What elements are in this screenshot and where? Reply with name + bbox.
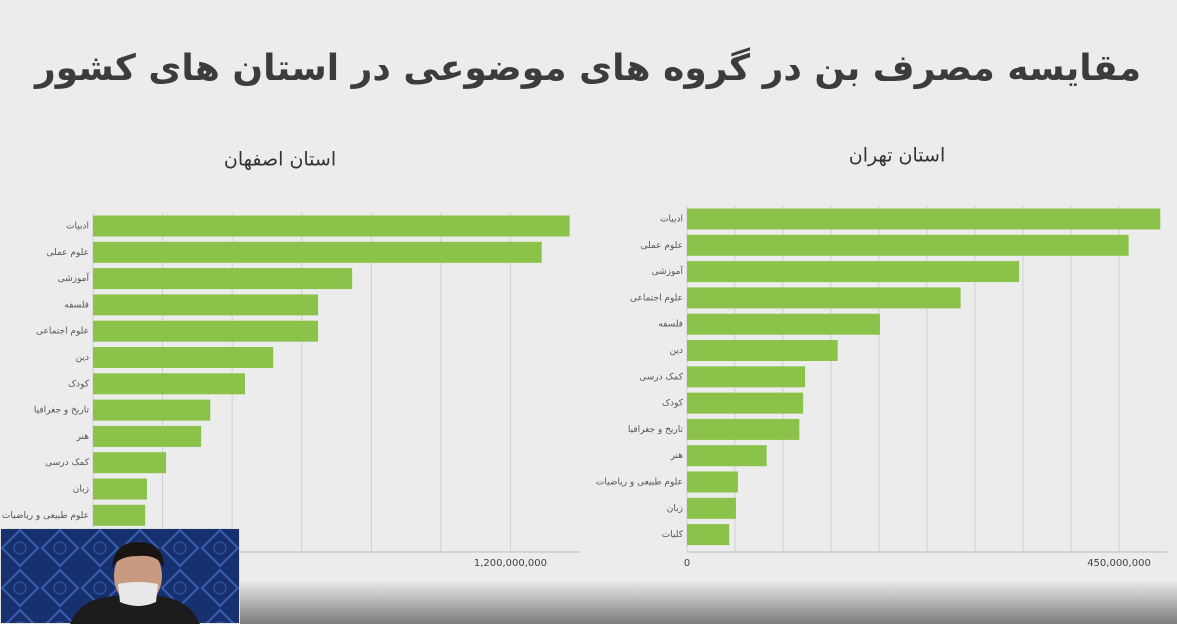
category-label: علوم طبیعی و ریاضیات	[2, 511, 89, 521]
x-tick-label: 0	[684, 558, 690, 569]
category-label: آموزشی	[58, 272, 90, 284]
bar	[687, 340, 838, 361]
category-label: زبان	[667, 504, 683, 514]
category-label: ادبیات	[660, 215, 683, 225]
category-label: علوم طبیعی و ریاضیات	[596, 478, 683, 488]
bar	[687, 208, 1161, 230]
category-label: کمک درسی	[639, 372, 684, 382]
category-label: کمک درسی	[45, 458, 90, 468]
category-label: علوم اجتماعی	[630, 293, 683, 303]
bar	[93, 504, 146, 526]
category-label: فلسفه	[64, 300, 89, 310]
bar	[93, 347, 274, 368]
category-label: تاریخ و جغرافیا	[34, 406, 90, 416]
bar	[687, 524, 730, 546]
category-label: زبان	[73, 485, 89, 495]
bar	[687, 497, 736, 519]
bar	[93, 478, 147, 500]
bar	[687, 445, 767, 467]
category-label: فلسفه	[658, 320, 683, 330]
bar	[687, 471, 738, 493]
bar	[687, 418, 800, 440]
category-label: آموزشی	[652, 265, 684, 277]
category-label: ادبیات	[66, 222, 89, 232]
bar	[687, 313, 880, 335]
bar	[687, 392, 804, 414]
bar	[93, 320, 319, 342]
bar	[93, 268, 353, 290]
x-tick-label: 450,000,000	[1087, 558, 1151, 569]
bar	[93, 452, 167, 474]
category-label: تاریخ و جغرافیا	[628, 425, 684, 435]
bar	[93, 373, 246, 395]
category-label: علوم عملی	[641, 241, 684, 251]
category-label: هنر	[76, 432, 90, 442]
category-label: دین	[670, 346, 683, 356]
bar	[93, 399, 211, 421]
bar	[687, 261, 1020, 283]
chart-title: استان تهران	[849, 145, 945, 167]
category-label: کلیات	[662, 530, 684, 540]
category-label: کودک	[662, 398, 684, 409]
bar	[687, 287, 961, 309]
bar	[93, 215, 570, 237]
webcam-overlay	[0, 528, 240, 624]
category-label: علوم عملی	[47, 248, 90, 258]
category-label: هنر	[670, 451, 684, 461]
slide-title: مقایسه مصرف بن در گروه های موضوعی در است…	[33, 47, 1141, 89]
category-label: دین	[76, 353, 89, 363]
bar	[687, 366, 806, 388]
bar	[93, 241, 542, 263]
chart-title: استان اصفهان	[224, 149, 336, 171]
bar	[93, 294, 319, 316]
bar	[93, 425, 202, 447]
category-label: علوم اجتماعی	[36, 327, 89, 337]
category-label: کودک	[68, 378, 90, 389]
bar	[687, 234, 1129, 256]
x-tick-label: 1,200,000,000	[474, 558, 547, 569]
